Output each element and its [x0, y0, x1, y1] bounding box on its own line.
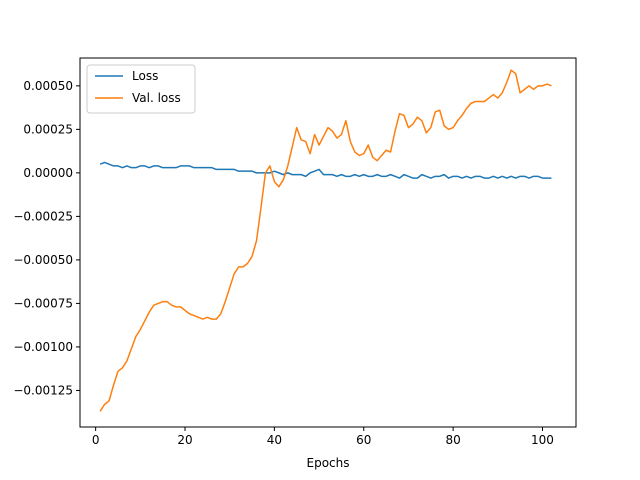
y-tick-label: −0.00125: [13, 383, 73, 397]
y-tick-label: 0.00000: [23, 166, 73, 180]
legend-label-val-loss: Val. loss: [132, 91, 181, 105]
x-axis-ticks: 0 20 40 60 80 100: [92, 427, 554, 447]
y-tick-label: −0.00075: [13, 296, 73, 310]
series-line-val-loss: [99, 69, 552, 412]
y-tick-label: −0.00025: [13, 209, 73, 223]
legend-label-loss: Loss: [132, 69, 158, 83]
plot-area: [99, 69, 552, 412]
x-tick-label: 40: [267, 433, 282, 447]
y-tick-label: −0.00050: [13, 253, 73, 267]
legend: Loss Val. loss: [86, 64, 196, 114]
x-axis-label: Epochs: [307, 456, 350, 470]
x-tick-label: 80: [445, 433, 460, 447]
y-axis-ticks: −0.00125 −0.00100 −0.00075 −0.00050 −0.00025…: [13, 79, 80, 397]
x-tick-label: 60: [356, 433, 371, 447]
y-tick-label: −0.00100: [13, 340, 73, 354]
series-line-loss: [99, 161, 552, 179]
axes-frame: [79, 57, 577, 428]
x-tick-label: 0: [92, 433, 100, 447]
x-tick-label: 100: [531, 433, 554, 447]
y-tick-label: 0.00050: [23, 79, 73, 93]
y-tick-label: 0.00025: [23, 122, 73, 136]
x-tick-label: 20: [177, 433, 192, 447]
legend-box: [86, 64, 196, 114]
